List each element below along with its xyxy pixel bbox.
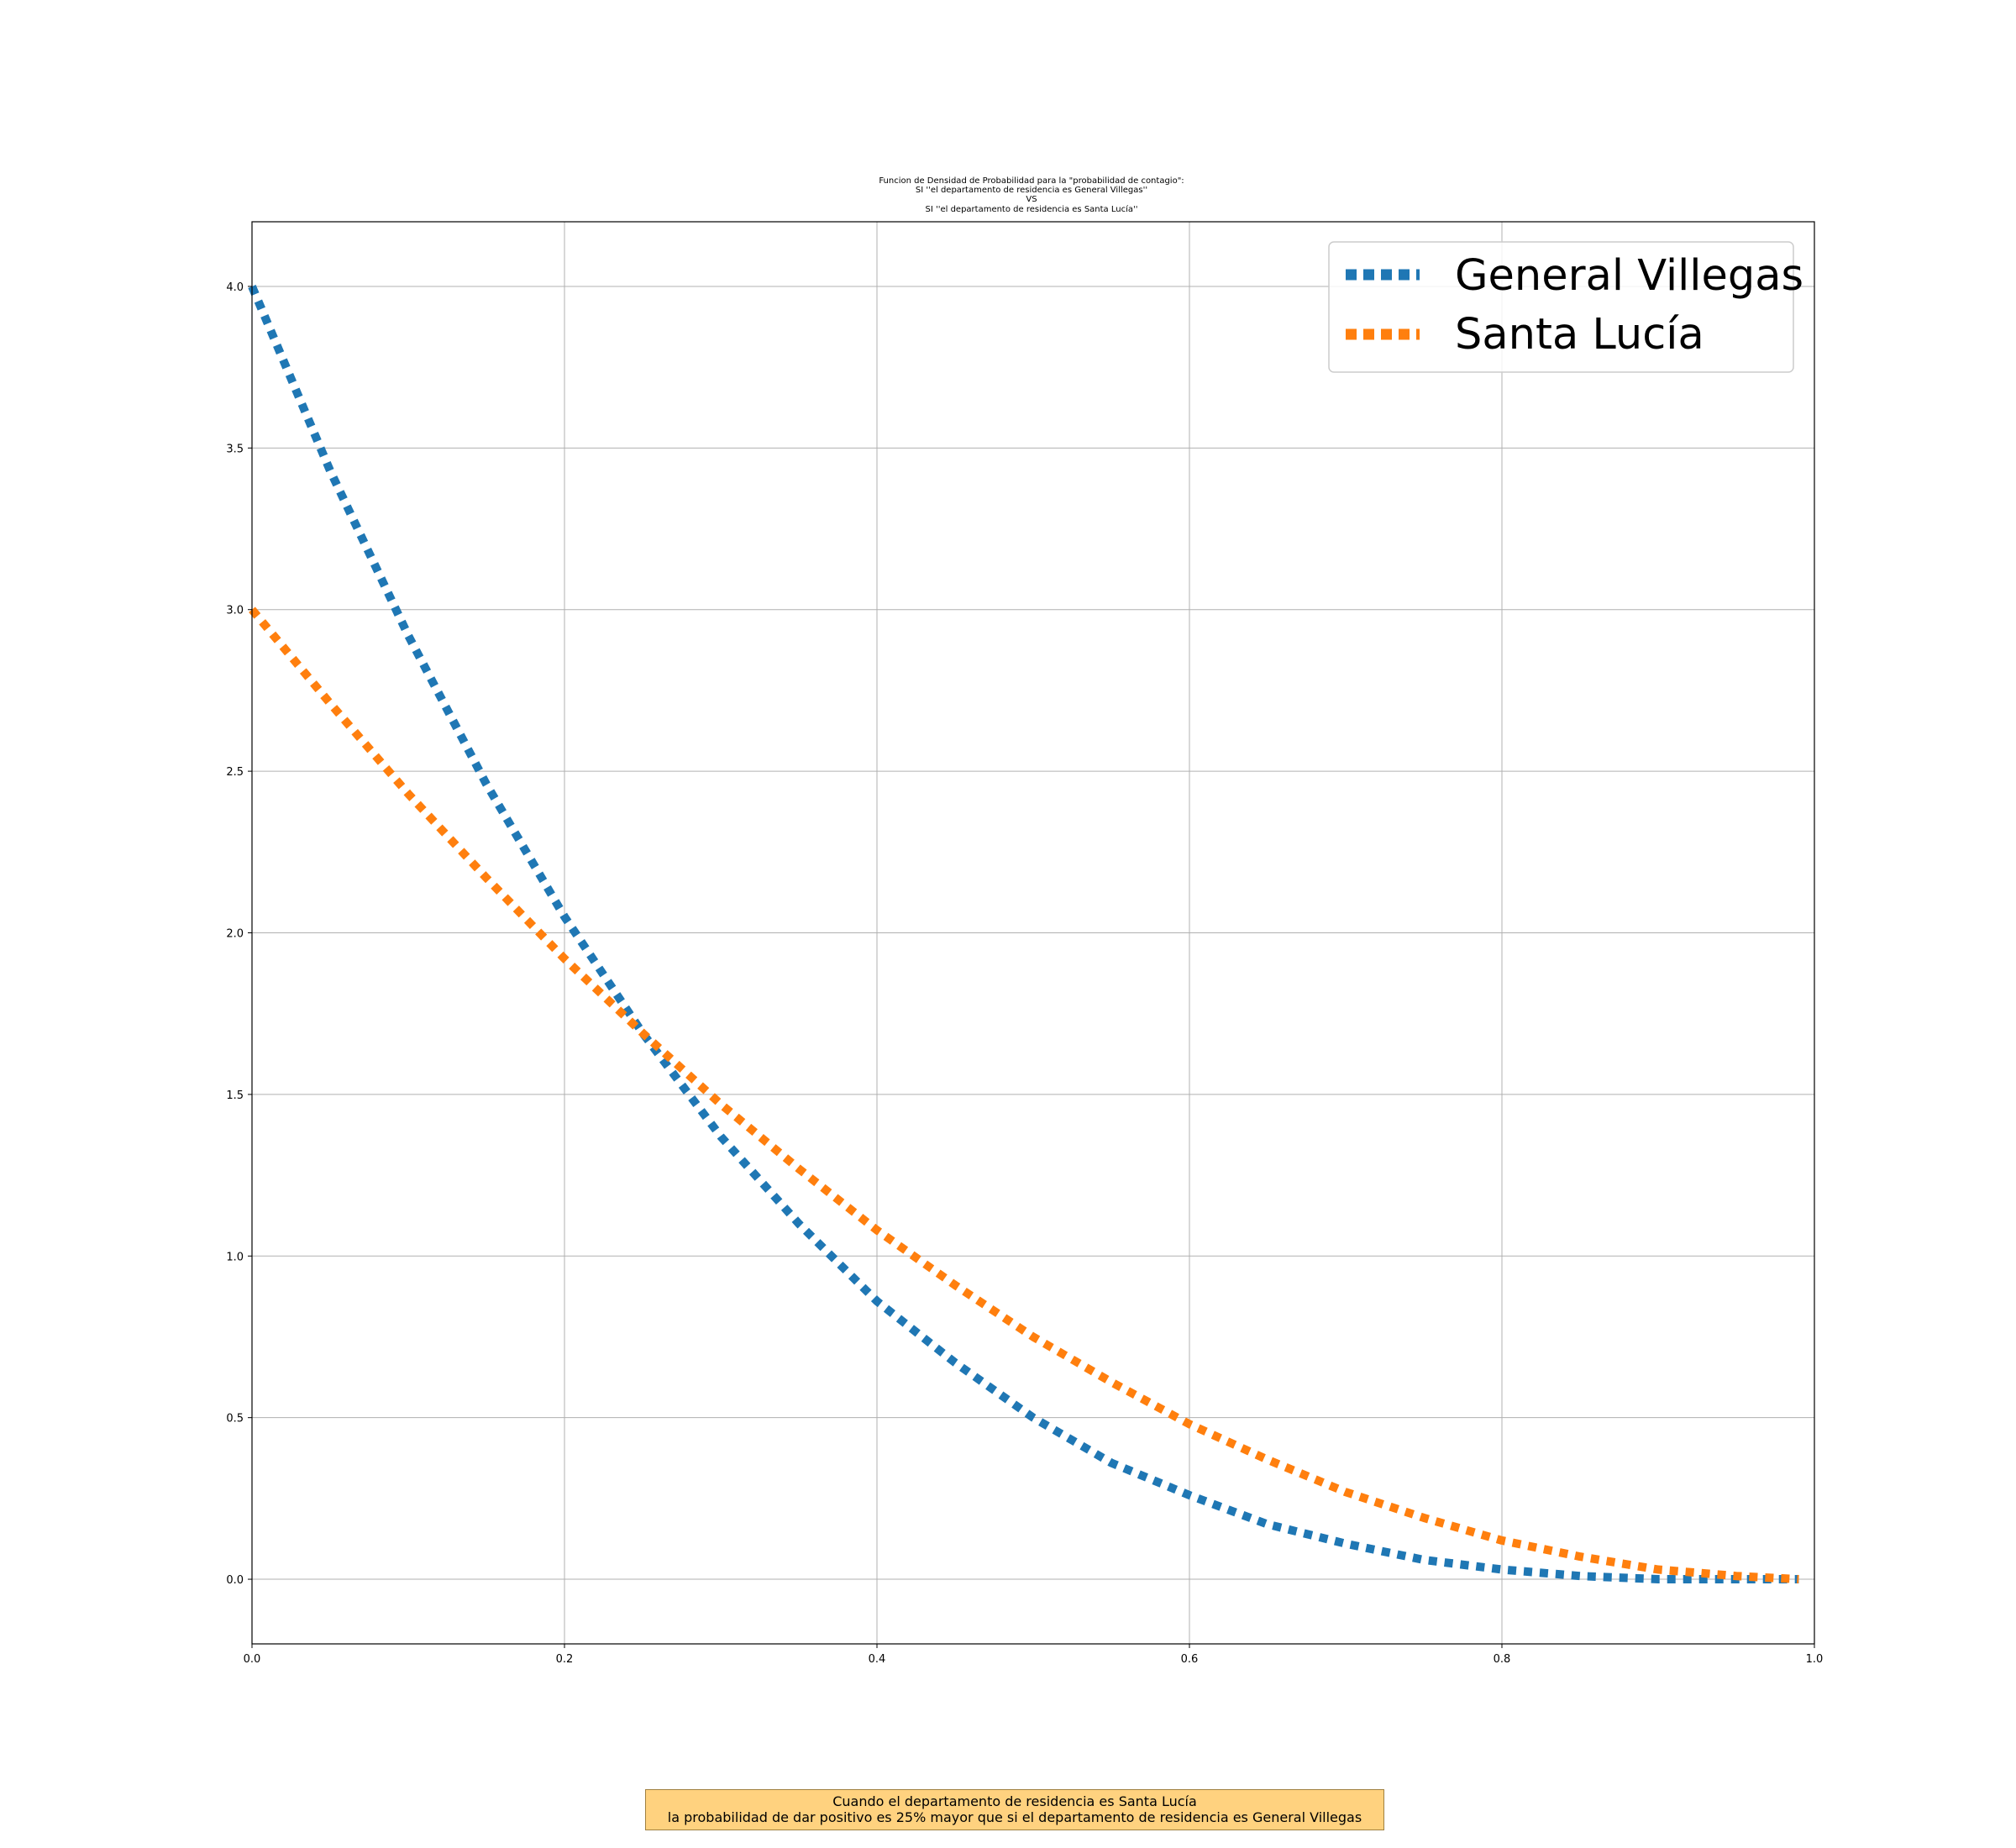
x-tick-label: 0.6 — [1181, 1653, 1199, 1666]
y-tick-label: 3.0 — [226, 605, 244, 617]
y-tick-label: 1.5 — [226, 1089, 244, 1102]
y-tick-label: 1.0 — [226, 1251, 244, 1263]
y-tick-label: 0.0 — [226, 1574, 244, 1587]
axis-ticks: 0.0 0.2 0.4 0.6 0.8 1.0 0.0 0.5 1.0 1.5 2.0 2.5 3.0 3… — [226, 281, 1823, 1666]
x-tick-label: 0.0 — [244, 1653, 261, 1666]
annotation-line-1: Cuando el departamento de residencia es … — [832, 1793, 1197, 1809]
series-line-1 — [249, 606, 1799, 1583]
annotation-box: Cuando el departamento de residencia es … — [645, 1789, 1384, 1830]
y-tick-label: 2.0 — [226, 928, 244, 941]
legend: General Villegas Santa Lucía — [1328, 241, 1803, 373]
y-tick-label: 4.0 — [226, 281, 244, 294]
chart-title: Funcion de Densidad de Probabilidad para… — [879, 176, 1184, 214]
x-tick-label: 0.8 — [1494, 1653, 1511, 1666]
series-layer — [248, 285, 1799, 1583]
annotation-line-2: la probabilidad de dar positivo es 25% m… — [667, 1809, 1362, 1825]
legend-label-general-villegas: General Villegas — [1455, 251, 1803, 301]
title-line-2: SI ''el departamento de residencia es Ge… — [916, 186, 1147, 195]
y-tick-label: 2.5 — [226, 766, 244, 779]
y-tick-label: 0.5 — [226, 1413, 244, 1425]
x-tick-label: 0.2 — [556, 1653, 574, 1666]
series-line-0 — [248, 285, 1799, 1583]
y-tick-label: 3.5 — [226, 443, 244, 455]
legend-frame — [1328, 241, 1794, 373]
title-line-3: VS — [1026, 195, 1037, 204]
title-line-4: SI ''el departamento de residencia es Sa… — [925, 204, 1137, 214]
title-line-1: Funcion de Densidad de Probabilidad para… — [879, 176, 1184, 186]
x-tick-label: 1.0 — [1806, 1653, 1824, 1666]
grid — [251, 222, 1815, 1644]
x-tick-label: 0.4 — [869, 1653, 886, 1666]
legend-label-santa-lucia: Santa Lucía — [1455, 310, 1704, 360]
